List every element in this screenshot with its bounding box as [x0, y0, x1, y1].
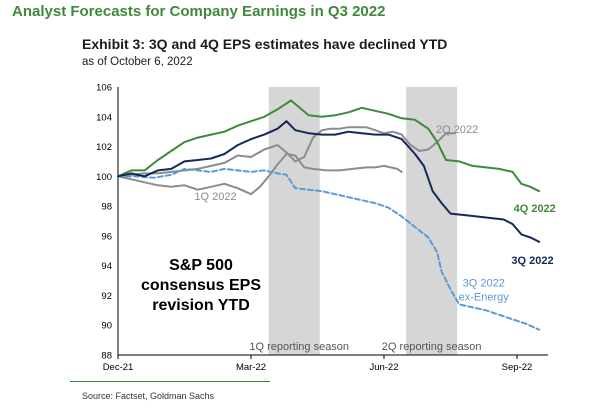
y-tick-label: 98: [101, 202, 112, 213]
series-label-q2: 2Q 2022: [436, 124, 478, 136]
series-label-q1: 1Q 2022: [194, 191, 236, 203]
y-tick-label: 96: [101, 231, 112, 242]
page-title: Analyst Forecasts for Company Earnings i…: [12, 3, 386, 20]
series-line-q1: [117, 153, 403, 196]
series-label-q3: 3Q 2022: [511, 255, 553, 267]
y-tick-label: 92: [101, 291, 112, 302]
eps-revision-chart: 88 90 92 94 96 98 100 102 104 106 Dec-21 Mar-22 Jun-…: [96, 83, 556, 374]
y-tick-label: 88: [101, 351, 112, 362]
source-note: Source: Factset, Goldman Sachs: [82, 391, 215, 401]
chart-subtitle: as of October 6, 2022: [82, 56, 193, 68]
y-tick-label: 100: [96, 172, 112, 183]
series-line-q3: [117, 120, 541, 243]
y-tick-label: 106: [96, 83, 112, 94]
y-tick-label: 102: [96, 142, 112, 153]
reporting-season-band: [268, 87, 320, 355]
reporting-season-label: 2Q reporting season: [382, 341, 482, 353]
series-label-q4: 4Q 2022: [514, 203, 556, 215]
y-tick-label: 94: [101, 261, 112, 272]
x-tick-label: Sep-22: [502, 362, 533, 373]
y-tick-label: 104: [96, 112, 112, 123]
chart-title: Exhibit 3: 3Q and 4Q EPS estimates have …: [82, 36, 448, 52]
series-line-q3ex: [117, 167, 541, 331]
reporting-season-band: [406, 87, 458, 355]
footer-divider: [70, 381, 270, 382]
reporting-season-label: 1Q reporting season: [249, 341, 349, 353]
x-tick-label: Dec-21: [103, 362, 134, 373]
series-line-q4: [117, 99, 541, 193]
chart-annotation: S&P 500 consensus EPS revision YTD: [141, 257, 261, 314]
x-tick-label: Mar-22: [236, 362, 266, 373]
x-tick-label: Jun-22: [369, 362, 398, 373]
y-tick-label: 90: [101, 321, 112, 332]
series-label-q3ex: 3Q 2022 ex-Energy: [459, 278, 510, 304]
